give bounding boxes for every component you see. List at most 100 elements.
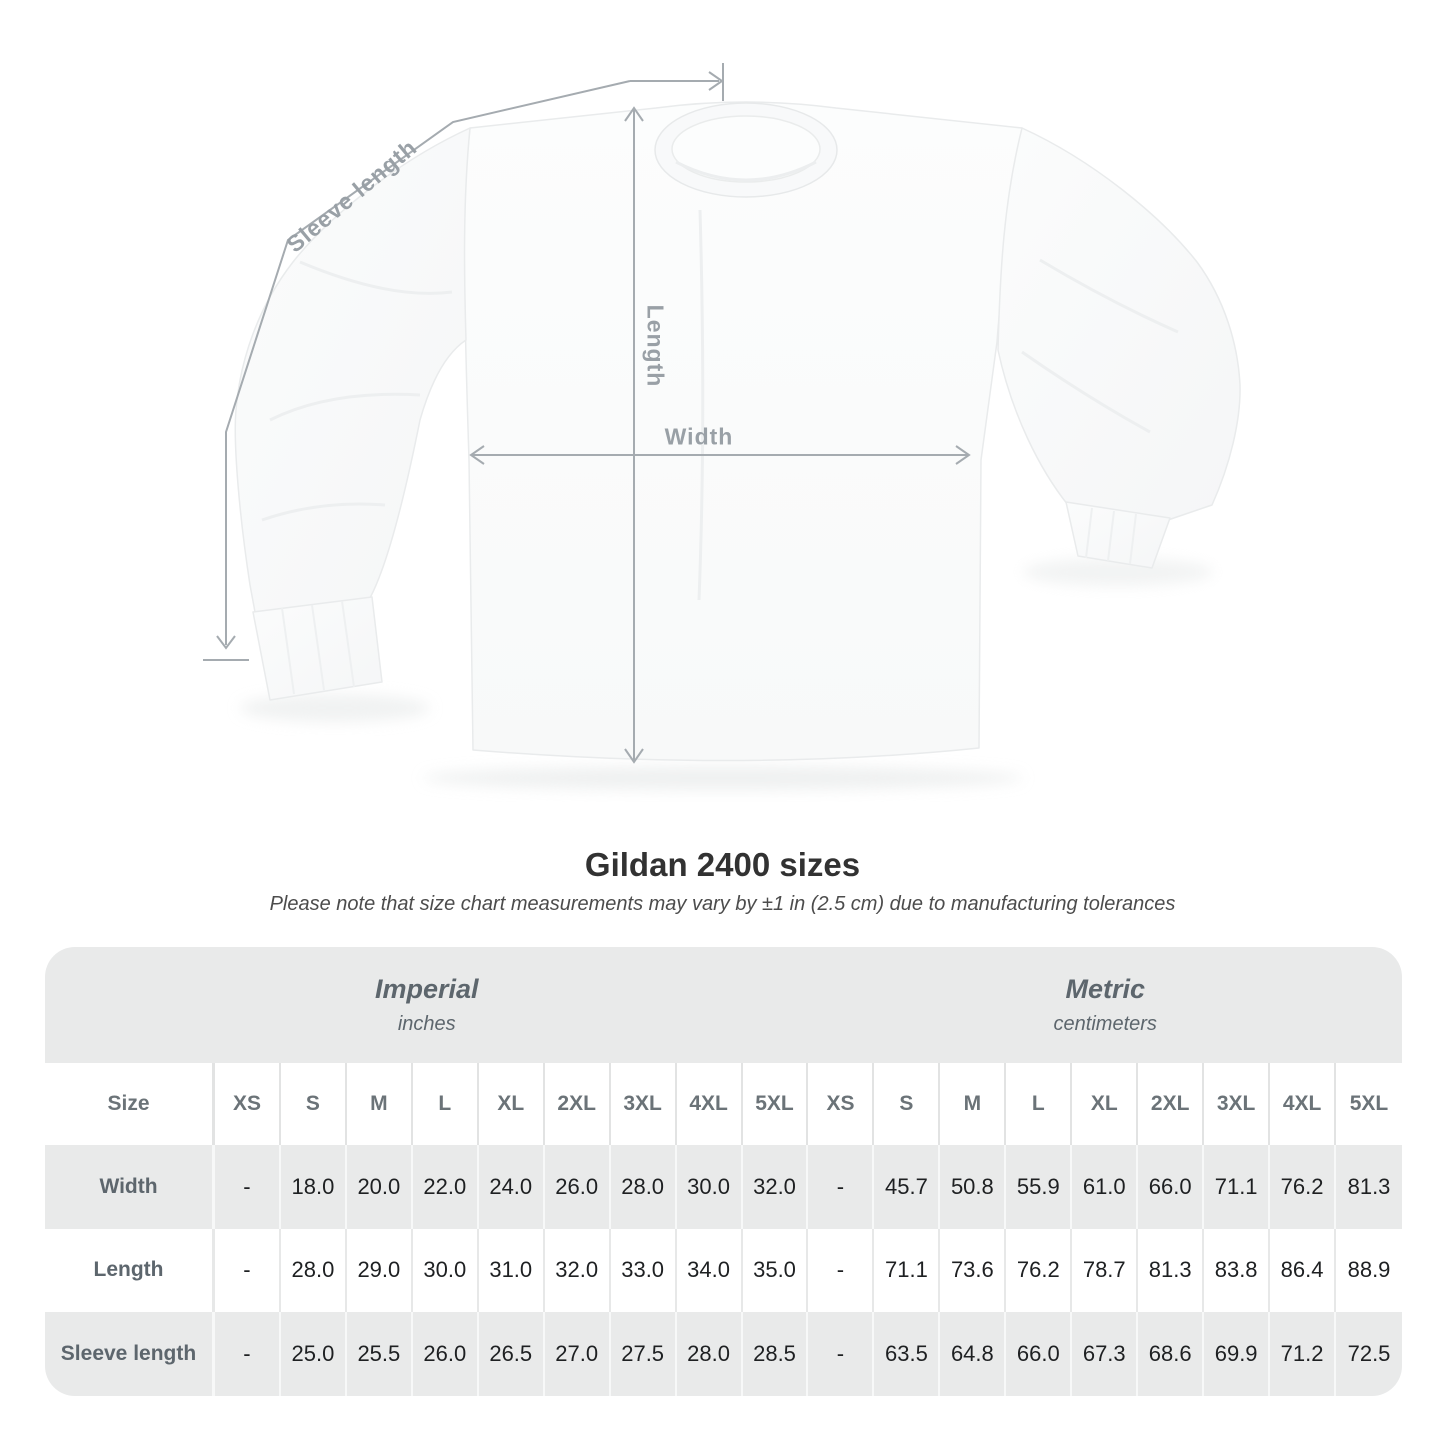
shirt-shadows — [240, 558, 1213, 790]
size-header-cell: XL — [478, 1063, 545, 1145]
value-cell: 25.0 — [280, 1312, 347, 1396]
value-cell: 31.0 — [478, 1228, 545, 1313]
value-cell: 45.7 — [874, 1145, 941, 1229]
value-cell: 71.2 — [1270, 1312, 1337, 1396]
value-cell: 28.0 — [610, 1145, 677, 1229]
shirt-body-group — [234, 101, 1241, 762]
value-cell: 32.0 — [742, 1145, 809, 1229]
value-cell: 71.1 — [1204, 1145, 1271, 1229]
fabric-creases — [261, 209, 1179, 601]
unit-group-name: Imperial — [374, 974, 479, 1004]
shirt-illustration — [203, 63, 1241, 790]
collar-seam — [675, 160, 817, 182]
size-header-cell: 2XL — [1138, 1063, 1205, 1145]
value-cell: 33.0 — [610, 1228, 677, 1313]
value-cell: 64.8 — [940, 1312, 1007, 1396]
left-cuff-ribs — [281, 600, 355, 695]
right-cuff-ribs — [1085, 507, 1137, 565]
tolerance-note: Please note that size chart measurements… — [269, 893, 1176, 915]
value-cell: 81.3 — [1336, 1145, 1402, 1229]
shirt-right-cuff — [1065, 501, 1171, 569]
size-column-header: Size — [45, 1063, 215, 1145]
value-cell: 68.6 — [1138, 1312, 1205, 1396]
width-measure-line — [469, 445, 971, 465]
unit-group-unit: centimeters — [1053, 1013, 1157, 1035]
value-cell: 88.9 — [1336, 1228, 1402, 1313]
value-cell: 27.0 — [544, 1312, 611, 1396]
value-cell: 26.0 — [544, 1145, 611, 1229]
unit-group-met: Metric centimeters — [808, 947, 1402, 1063]
value-cell: - — [215, 1228, 281, 1313]
value-cell: 72.5 — [1336, 1312, 1402, 1396]
value-cell: 69.9 — [1204, 1312, 1271, 1396]
value-cell: 55.9 — [1006, 1145, 1073, 1229]
unit-group-name: Metric — [1065, 974, 1145, 1004]
value-cell: 28.0 — [676, 1312, 743, 1396]
value-cell: 66.0 — [1138, 1145, 1205, 1229]
value-cell: 28.0 — [280, 1228, 347, 1313]
value-cell: 27.5 — [610, 1312, 677, 1396]
length-measure-line — [624, 106, 644, 764]
value-cell: - — [215, 1145, 281, 1229]
value-cell: 61.0 — [1072, 1145, 1139, 1229]
shirt-left-sleeve — [234, 127, 471, 613]
collar-inner — [671, 115, 821, 183]
shirt-measurement-figure: Sleeve length Length Width — [203, 63, 1241, 790]
size-header-cell: M — [346, 1063, 413, 1145]
size-header-cell: 5XL — [742, 1063, 809, 1145]
value-cell: 86.4 — [1270, 1228, 1337, 1313]
value-cell: 81.3 — [1138, 1228, 1205, 1313]
value-cell: 30.0 — [676, 1145, 743, 1229]
size-header-cell: XS — [215, 1063, 281, 1145]
length-label: Length — [642, 304, 669, 388]
value-cell: 30.0 — [412, 1228, 479, 1313]
sleeve-measure-line — [203, 63, 724, 661]
value-cell: 83.8 — [1204, 1228, 1271, 1313]
value-cell: 26.5 — [478, 1312, 545, 1396]
size-header-cell: 3XL — [610, 1063, 677, 1145]
value-cell: 22.0 — [412, 1145, 479, 1229]
value-cell: 25.5 — [346, 1312, 413, 1396]
size-header-cell: 2XL — [544, 1063, 611, 1145]
value-cell: - — [808, 1228, 875, 1313]
value-cell: 50.8 — [940, 1145, 1007, 1229]
value-cell: 32.0 — [544, 1228, 611, 1313]
value-cell: 66.0 — [1006, 1312, 1073, 1396]
value-cell: 78.7 — [1072, 1228, 1139, 1313]
row-label: Sleeve length — [45, 1312, 215, 1396]
size-header-cell: M — [940, 1063, 1007, 1145]
value-cell: - — [215, 1312, 281, 1396]
value-cell: 28.5 — [742, 1312, 809, 1396]
value-cell: - — [808, 1312, 875, 1396]
value-cell: 76.2 — [1006, 1228, 1073, 1313]
size-header-cell: 5XL — [1336, 1063, 1402, 1145]
value-cell: 29.0 — [346, 1228, 413, 1313]
size-header-cell: S — [874, 1063, 941, 1145]
size-chart-table: Imperial inches Metric centimeters Size XS S M L… — [45, 947, 1402, 1396]
shirt-body — [463, 101, 1023, 762]
value-cell: 24.0 — [478, 1145, 545, 1229]
size-header-cell: 3XL — [1204, 1063, 1271, 1145]
value-cell: 76.2 — [1270, 1145, 1337, 1229]
width-label: Width — [664, 423, 734, 450]
value-cell: 20.0 — [346, 1145, 413, 1229]
value-cell: 63.5 — [874, 1312, 941, 1396]
value-cell: - — [808, 1145, 875, 1229]
size-header-cell: XL — [1072, 1063, 1139, 1145]
value-cell: 26.0 — [412, 1312, 479, 1396]
value-cell: 67.3 — [1072, 1312, 1139, 1396]
size-header-cell: 4XL — [676, 1063, 743, 1145]
value-cell: 71.1 — [874, 1228, 941, 1313]
row-label: Length — [45, 1228, 215, 1313]
size-header-cell: XS — [808, 1063, 875, 1145]
size-header-cell: 4XL — [1270, 1063, 1337, 1145]
size-header-cell: L — [412, 1063, 479, 1145]
row-label: Width — [45, 1145, 215, 1229]
value-cell: 34.0 — [676, 1228, 743, 1313]
measurement-lines — [203, 63, 971, 764]
shirt-right-sleeve — [997, 127, 1241, 521]
unit-group-imp: Imperial inches — [45, 947, 809, 1063]
value-cell: 35.0 — [742, 1228, 809, 1313]
value-cell: 73.6 — [940, 1228, 1007, 1313]
